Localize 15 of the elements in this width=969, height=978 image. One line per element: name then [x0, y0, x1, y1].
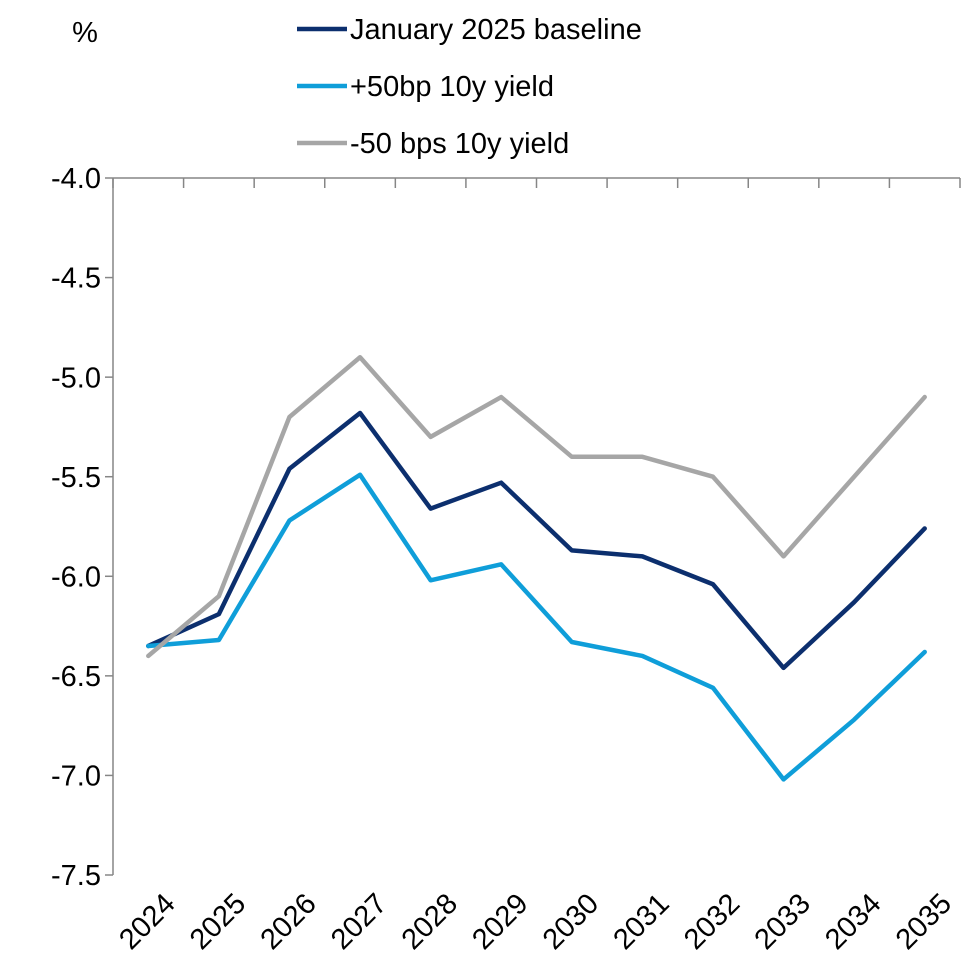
legend-label: +50bp 10y yield	[350, 71, 554, 104]
line-series	[146, 354, 927, 658]
y-tick-label: -7.5	[51, 860, 101, 892]
y-tick-label: -7.0	[51, 760, 101, 793]
y-tick-label: -5.0	[51, 362, 101, 394]
y-tick-label: -6.0	[51, 561, 101, 594]
line-series	[146, 410, 927, 670]
legend-label: -50 bps 10y yield	[350, 128, 570, 160]
y-tick-label: -4.5	[51, 262, 101, 295]
y-tick-label: -4.0	[51, 163, 101, 196]
y-axis-title: %	[72, 17, 98, 50]
y-tick-label: -5.5	[51, 462, 101, 494]
line-series	[146, 472, 927, 782]
legend-label: January 2025 baseline	[350, 14, 642, 46]
y-tick-label: -6.5	[51, 661, 101, 694]
